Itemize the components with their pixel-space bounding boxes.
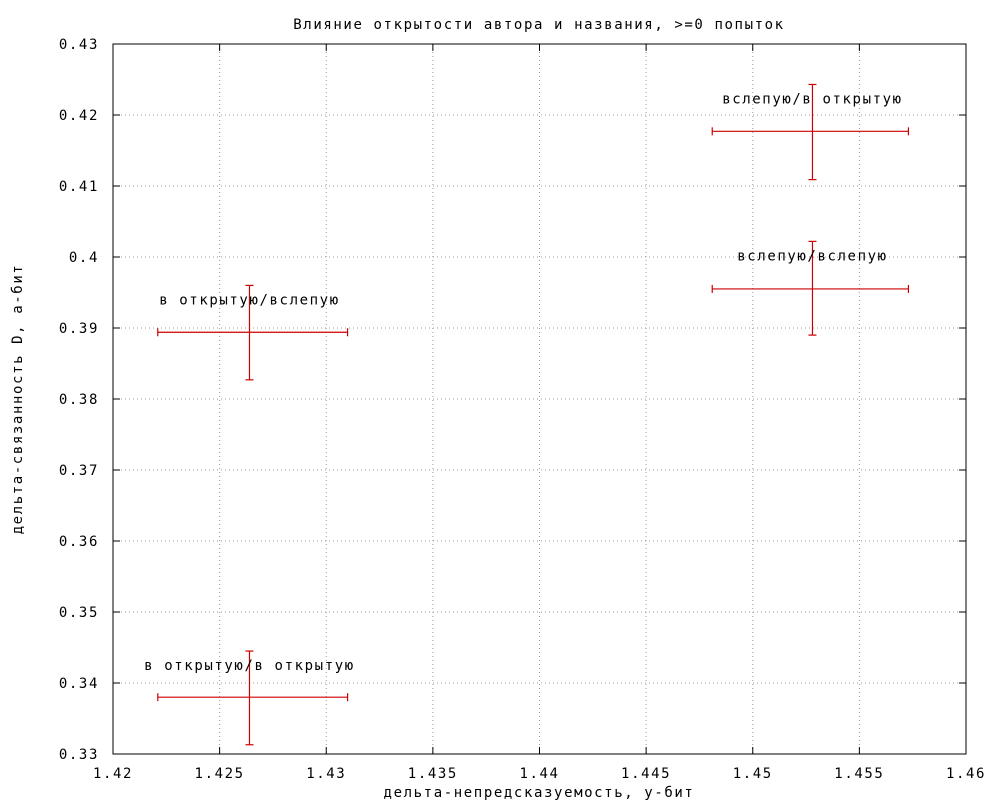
y-tick-label: 0.39 [59,321,99,337]
x-tick-labels: 1.42 1.425 1.43 1.435 1.44 1.445 1.45 1.455 1.46 [93,766,986,782]
y-tick-labels: 0.33 0.34 0.35 0.36 0.37 0.38 0.39 0.4 0.41 0.42 0… [59,37,99,763]
x-tick-label: 1.425 [195,766,245,782]
x-tick-label: 1.44 [519,766,559,782]
y-tick-label: 0.42 [59,108,99,124]
y-tick-label: 0.38 [59,392,99,408]
data-point: вслепую/вслепую [711,240,910,336]
point-label: в открытую/в открытую [144,658,355,674]
y-tick-label: 0.41 [59,179,99,195]
point-label: вслепую/вслепую [737,248,887,264]
y-tick-label: 0.4 [69,250,99,266]
plot-frame [112,43,967,755]
chart-title: Влияние открытости автора и названия, >=… [293,17,784,33]
y-tick-label: 0.33 [59,747,99,763]
x-tick-label: 1.42 [93,766,133,782]
y-tick-label: 0.36 [59,534,99,550]
y-tick-label: 0.35 [59,605,99,621]
y-tick-label: 0.34 [59,676,99,692]
y-tick-label: 0.43 [59,37,99,53]
x-tick-label: 1.445 [621,766,671,782]
x-tick-label: 1.46 [946,766,986,782]
x-tick-label: 1.45 [733,766,773,782]
y-axis-label: дельта-связанность D, а-бит [10,264,26,535]
data-point: вслепую/в открытую [711,83,910,181]
point-label: вслепую/в открытую [722,91,903,107]
data-point: в открытую/вслепую [157,284,349,381]
x-tick-label: 1.435 [408,766,458,782]
grid [113,44,966,754]
ticks [112,43,967,755]
data-point: в открытую/в открытую [144,650,355,746]
point-label: в открытую/вслепую [159,292,340,308]
x-tick-label: 1.43 [306,766,346,782]
data-points: вслепую/в открытую вслепую/вслепую в откры… [144,83,910,746]
y-tick-label: 0.37 [59,463,99,479]
x-tick-label: 1.455 [834,766,884,782]
x-axis-label: дельта-непредсказуемость, у-бит [384,785,695,800]
